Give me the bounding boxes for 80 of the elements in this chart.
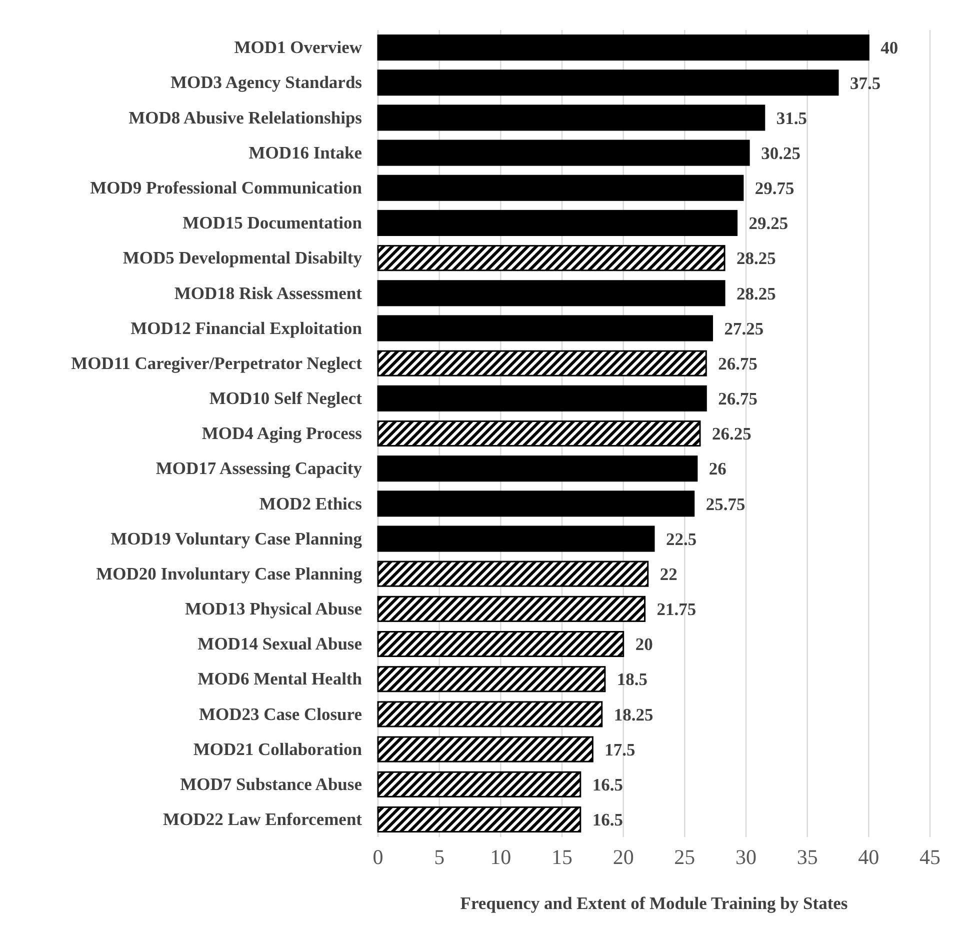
bar [377, 666, 606, 692]
y-tick-label: MOD21 Collaboration [193, 738, 362, 759]
x-tick-label: 35 [796, 844, 818, 869]
data-label: 16.5 [592, 774, 624, 794]
bar [377, 596, 646, 622]
y-tick-label: MOD3 Agency Standards [170, 72, 362, 92]
data-label: 28.25 [736, 248, 776, 268]
data-label: 30.25 [761, 142, 801, 163]
data-label: 26.75 [718, 388, 758, 409]
y-tick-label: MOD15 Documentation [182, 212, 362, 233]
data-label: 25.75 [706, 494, 746, 514]
bar [377, 806, 582, 832]
x-axis-title: Frequency and Extent of Module Training by States [460, 893, 848, 913]
x-tick-label: 25 [674, 844, 696, 869]
y-tick-label: MOD5 Developmental Disabilty [122, 248, 362, 268]
bar [377, 34, 870, 61]
y-tick-label: MOD16 Intake [248, 142, 362, 162]
bar [377, 140, 750, 166]
y-tick-label: MOD11 Caregiver/Perpetrator Neglect [71, 352, 362, 373]
bar [377, 280, 726, 306]
bar [377, 104, 766, 131]
bar [377, 456, 698, 482]
x-tick-label: 0 [372, 844, 384, 869]
y-tick-label: MOD8 Abusive Relelationships [128, 107, 362, 128]
bar [377, 701, 603, 728]
y-tick-label: MOD12 Financial Exploitation [130, 318, 362, 338]
data-label: 18.5 [616, 669, 648, 690]
data-label: 28.25 [736, 283, 776, 304]
data-label: 21.75 [656, 599, 696, 620]
data-label: 20 [635, 634, 654, 654]
bar [377, 736, 594, 762]
x-tick-label: 5 [434, 844, 445, 869]
y-tick-label: MOD6 Mental Health [198, 668, 362, 689]
bar [377, 210, 738, 236]
y-tick-label: MOD4 Aging Process [202, 423, 362, 444]
data-label: 16.5 [592, 810, 624, 830]
data-label: 29.75 [754, 178, 795, 198]
bar [377, 420, 701, 447]
bar [377, 526, 655, 552]
y-tick-label: MOD2 Ethics [259, 493, 362, 514]
data-label: 17.5 [604, 739, 636, 760]
data-label: 27.25 [724, 318, 764, 338]
x-tick-label: 15 [552, 844, 572, 869]
bar [377, 70, 839, 96]
y-tick-label: MOD1 Overview [234, 37, 362, 58]
y-tick-label: MOD7 Substance Abuse [180, 774, 362, 794]
y-tick-label: MOD9 Professional Communication [90, 177, 362, 198]
y-tick-label: MOD13 Physical Abuse [185, 598, 362, 619]
y-tick-label: MOD10 Self Neglect [209, 388, 362, 408]
data-label: 40 [880, 38, 898, 58]
y-tick-label: MOD14 Sexual Abuse [198, 634, 362, 654]
data-label: 22 [660, 564, 678, 584]
bar [377, 350, 707, 376]
bar [377, 771, 582, 798]
y-tick-label: MOD17 Assessing Capacity [156, 458, 362, 478]
y-tick-label: MOD22 Law Enforcement [163, 809, 362, 830]
bar [377, 315, 714, 342]
data-label: 29.25 [748, 213, 788, 234]
bar [377, 630, 624, 658]
data-label: 26.25 [712, 424, 752, 444]
bar [377, 245, 726, 272]
y-tick-label: MOD23 Case Closure [199, 704, 362, 724]
data-label: 26.75 [718, 353, 758, 374]
data-label: 26 [708, 458, 727, 479]
y-tick-label: MOD20 Involuntary Case Planning [96, 563, 362, 584]
x-tick-label: 40 [858, 844, 880, 869]
bar [377, 174, 744, 201]
bar [377, 560, 649, 587]
x-tick-label: 10 [490, 844, 512, 869]
x-tick-label: 20 [612, 844, 634, 869]
data-label: 31.5 [776, 108, 808, 128]
data-label: 18.25 [614, 704, 654, 724]
y-tick-label: MOD18 Risk Assessment [174, 282, 362, 303]
data-label: 22.5 [666, 528, 697, 549]
x-tick-label: 45 [920, 844, 940, 869]
y-tick-label: MOD19 Voluntary Case Planning [110, 528, 362, 548]
bar [377, 490, 695, 517]
x-tick-label: 30 [736, 844, 756, 869]
data-label: 37.5 [850, 72, 881, 93]
bar [377, 385, 707, 412]
